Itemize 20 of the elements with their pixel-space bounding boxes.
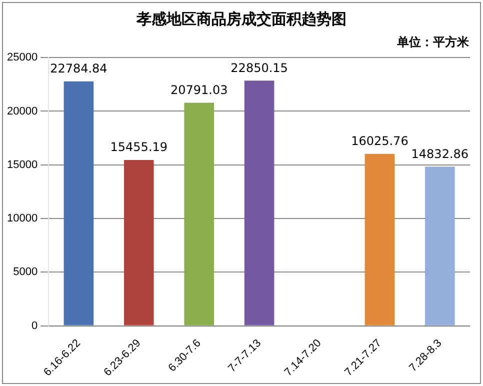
data-label: 20791.03 <box>170 82 228 97</box>
bar <box>184 102 214 326</box>
data-label: 15455.19 <box>110 140 168 154</box>
chart-title: 孝感地区商品房成交面积趋势图 <box>135 10 348 29</box>
data-label: 22784.84 <box>50 61 108 76</box>
data-label: 14832.86 <box>411 146 469 161</box>
bar <box>364 154 395 326</box>
y-tick-label: 0 <box>31 320 38 332</box>
text: 单位：平方米 <box>397 34 469 51</box>
bar <box>425 166 455 326</box>
bar <box>64 81 94 326</box>
y-tick-label: 5000 <box>13 266 38 278</box>
bar <box>244 80 274 326</box>
data-label: 16025.76 <box>351 134 408 148</box>
y-tick-label: 15000 <box>6 158 38 171</box>
data-label: 22850.15 <box>230 60 288 75</box>
y-tick-label: 25000 <box>6 52 38 64</box>
y-tick-label: 10000 <box>6 212 38 225</box>
y-tick-label: 20000 <box>6 105 38 118</box>
bar <box>124 160 154 326</box>
